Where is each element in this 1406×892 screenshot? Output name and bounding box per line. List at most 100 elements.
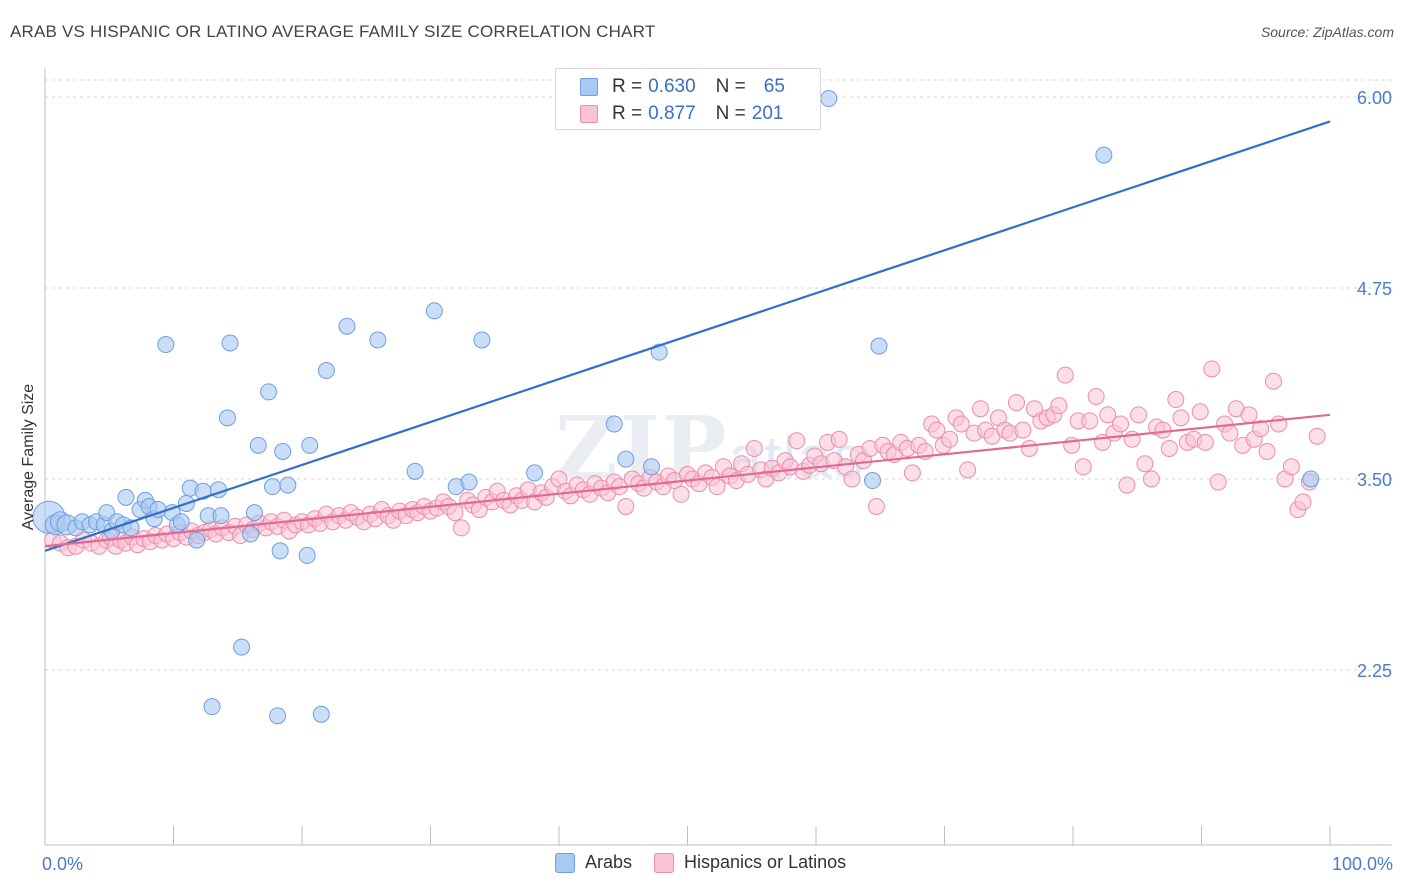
arab-point bbox=[117, 488, 135, 506]
legend-n-label: N = bbox=[715, 76, 746, 97]
hispanic-point bbox=[928, 421, 946, 439]
axes bbox=[44, 68, 1392, 846]
legend-row-arabs: R = 0.630 N = 65 bbox=[580, 75, 785, 99]
series-legend: Arabs Hispanics or Latinos bbox=[555, 852, 868, 873]
hispanic-point bbox=[952, 415, 970, 433]
hispanic-point bbox=[672, 485, 690, 503]
arab-point bbox=[643, 458, 661, 476]
series-swatch-hispanics bbox=[654, 852, 675, 873]
hispanic-point bbox=[1264, 372, 1282, 390]
arab-point bbox=[617, 450, 635, 468]
arab-point bbox=[212, 507, 230, 525]
legend-r-label: R = bbox=[612, 76, 643, 97]
arab-point bbox=[242, 525, 260, 543]
arab-point bbox=[203, 698, 221, 716]
legend-n-value: 201 bbox=[751, 103, 784, 124]
arab-point bbox=[218, 409, 236, 427]
hispanic-point bbox=[1308, 427, 1326, 445]
arab-point bbox=[870, 337, 888, 355]
hispanic-point bbox=[452, 519, 470, 537]
arab-point bbox=[221, 334, 239, 352]
series-legend-arabs: Arabs bbox=[555, 852, 632, 873]
arab-point bbox=[338, 317, 356, 335]
arab-point bbox=[473, 331, 491, 349]
arab-point bbox=[172, 513, 190, 531]
y-axis-title: Average Family Size bbox=[20, 384, 37, 531]
source-label: Source: ZipAtlas.com bbox=[1260, 24, 1394, 40]
arab-point bbox=[233, 638, 251, 656]
arab-point bbox=[369, 331, 387, 349]
hispanic-point bbox=[1196, 433, 1214, 451]
hispanic-point bbox=[1087, 387, 1105, 405]
arab-points bbox=[32, 90, 1320, 725]
hispanic-point bbox=[1167, 391, 1185, 409]
arab-point bbox=[157, 336, 175, 354]
hispanic-point bbox=[1240, 406, 1258, 424]
series-label-hispanics: Hispanics or Latinos bbox=[684, 852, 847, 872]
hispanic-point bbox=[1209, 473, 1227, 491]
hispanic-point bbox=[1142, 470, 1160, 488]
hispanic-point bbox=[617, 498, 635, 516]
hispanic-point bbox=[1154, 421, 1172, 439]
hispanic-point bbox=[1136, 455, 1154, 473]
arab-point bbox=[188, 531, 206, 549]
hispanic-point bbox=[830, 430, 848, 448]
hispanic-point bbox=[1294, 493, 1312, 511]
y-tick-label: 3.50 bbox=[1357, 470, 1392, 490]
hispanic-point bbox=[446, 504, 464, 522]
hispanic-point bbox=[959, 461, 977, 479]
legend-swatch-arabs bbox=[580, 78, 598, 96]
arab-point bbox=[279, 476, 297, 494]
arab-point bbox=[526, 464, 544, 482]
hispanic-trend-line bbox=[44, 413, 1331, 548]
arab-point bbox=[317, 362, 335, 380]
series-legend-hispanics: Hispanics or Latinos bbox=[654, 852, 846, 873]
series-swatch-arabs bbox=[555, 852, 575, 873]
arab-trend-line bbox=[44, 120, 1331, 552]
hispanic-point bbox=[1252, 420, 1270, 438]
arab-point bbox=[650, 343, 668, 361]
arab-point bbox=[1302, 470, 1320, 488]
chart-title: ARAB VS HISPANIC OR LATINO AVERAGE FAMIL… bbox=[10, 22, 656, 41]
hispanic-point bbox=[867, 498, 885, 516]
legend-r-value: 0.630 bbox=[648, 76, 696, 97]
hispanic-point bbox=[971, 400, 989, 418]
hispanic-point bbox=[843, 470, 861, 488]
arab-point bbox=[274, 442, 292, 460]
hispanic-point bbox=[1099, 406, 1117, 424]
hispanic-point bbox=[1118, 476, 1136, 494]
arab-point bbox=[245, 504, 263, 522]
hispanic-point bbox=[788, 432, 806, 450]
arab-point bbox=[271, 542, 289, 560]
series-label-arabs: Arabs bbox=[585, 852, 633, 872]
x-tick-label-end: 100.0% bbox=[1332, 854, 1393, 874]
legend-r-label: R = bbox=[612, 103, 643, 124]
y-tick-label: 4.75 bbox=[1357, 279, 1392, 299]
legend-swatch-hispanics bbox=[580, 105, 598, 123]
arab-point bbox=[260, 383, 278, 401]
trend-lines bbox=[44, 120, 1331, 552]
hispanic-point bbox=[1050, 397, 1068, 415]
hispanic-point bbox=[1258, 442, 1276, 460]
arab-point bbox=[269, 707, 287, 725]
hispanic-point bbox=[1270, 415, 1288, 433]
hispanic-point bbox=[1112, 415, 1130, 433]
hispanic-point bbox=[1191, 403, 1209, 421]
hispanic-point bbox=[1014, 421, 1032, 439]
legend-n-value: 65 bbox=[763, 76, 785, 97]
hispanic-point bbox=[903, 464, 921, 482]
hispanic-point bbox=[1007, 394, 1025, 412]
legend-r-value: 0.877 bbox=[648, 103, 696, 124]
hispanic-point bbox=[1081, 412, 1099, 430]
hispanic-point bbox=[1020, 439, 1038, 457]
arab-point bbox=[301, 436, 319, 454]
arab-point bbox=[1095, 146, 1113, 164]
arab-point bbox=[820, 90, 838, 108]
legend-row-hispanics: R = 0.877 N = 201 bbox=[580, 102, 783, 126]
hispanic-point bbox=[708, 478, 726, 496]
hispanic-point bbox=[1074, 458, 1092, 476]
stats-legend: R = 0.630 N = 65 R = 0.877 N = 201 bbox=[555, 68, 821, 130]
arab-point bbox=[460, 473, 478, 491]
arab-point bbox=[425, 302, 443, 320]
